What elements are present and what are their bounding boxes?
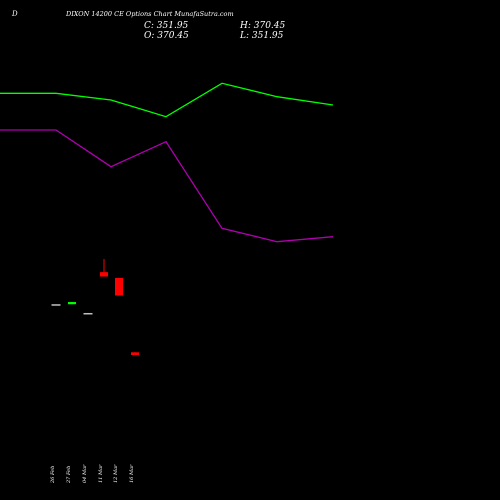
chart-title: DIXON 14200 CE Options Chart MunafaSutra… [65,10,234,18]
green-indicator-line [0,82,334,118]
candles-group [51,259,139,355]
close-value: C: 351.95 [144,21,189,31]
candle-body [68,302,76,305]
date-label: 27 Feb [66,466,72,484]
date-label: 11 Mar [98,464,104,483]
candle-body [83,312,93,315]
candle-body [51,304,61,306]
open-value: O: 370.45 [144,31,189,41]
candle-body [115,277,123,296]
date-label: 12 Mar [113,464,119,483]
low-value: L: 351.95 [239,31,284,41]
magenta-indicator-line [0,129,334,243]
corner-letter: D [11,10,18,18]
candle-body [131,352,139,355]
high-value: H: 370.45 [239,21,286,31]
date-label: 16 Mar [129,464,135,483]
date-label: 26 Feb [50,466,56,484]
candle-body [100,272,108,277]
date-label: 04 Mar [82,464,88,483]
date-labels-group: 26 Feb 27 Feb 04 Mar 11 Mar 12 Mar 16 Mar [50,464,135,484]
